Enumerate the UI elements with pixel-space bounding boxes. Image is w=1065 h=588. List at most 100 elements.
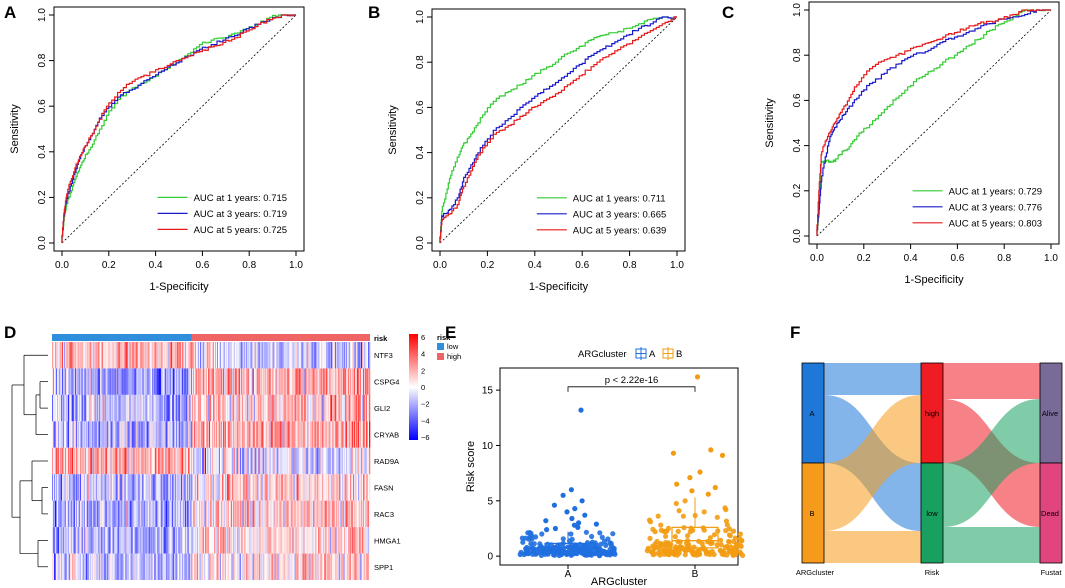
heatmap-cell — [231, 500, 234, 528]
heatmap-cell — [330, 421, 332, 448]
heatmap-cell — [134, 447, 136, 475]
heatmap-cell — [82, 527, 85, 554]
heatmap-cell — [87, 342, 90, 369]
heatmap-cell — [235, 474, 238, 501]
heatmap-cell — [293, 447, 295, 475]
heatmap-cell — [294, 368, 296, 395]
heatmap-cell — [349, 368, 351, 395]
heatmap-cell — [366, 527, 368, 554]
heatmap-cell — [307, 421, 309, 448]
heatmap-cell — [100, 421, 102, 448]
heatmap-cell — [317, 394, 319, 422]
heatmap-cell — [196, 421, 198, 448]
heatmap-cell — [67, 421, 70, 448]
heatmap-cell — [205, 474, 207, 501]
legend-title-e: ARGcluster — [578, 349, 627, 360]
heatmap-cell — [340, 421, 342, 448]
heatmap-cell — [95, 553, 98, 580]
heatmap-cell — [360, 553, 362, 580]
heatmap-cell — [71, 447, 74, 475]
heatmap-cell — [223, 500, 226, 528]
heatmap-cell — [105, 368, 107, 395]
heatmap-cell — [240, 527, 243, 554]
heatmap-cell — [268, 421, 270, 448]
heatmap-cell — [224, 368, 227, 395]
heatmap-cell — [150, 368, 152, 395]
heatmap-cell — [201, 447, 203, 475]
data-point — [707, 535, 714, 541]
heatmap-cell — [211, 527, 213, 554]
heatmap-cell — [309, 553, 311, 580]
heatmap-cell — [299, 421, 301, 448]
heatmap-cell — [104, 553, 106, 580]
heatmap-cell — [327, 421, 329, 448]
heatmap-cell — [334, 447, 336, 475]
heatmap-cell — [346, 342, 348, 369]
heatmap-cell — [216, 500, 219, 528]
heatmap-cell — [360, 500, 362, 528]
annotation-bar-high — [191, 334, 370, 341]
heatmap-cell — [265, 474, 267, 501]
heatmap-cell — [272, 342, 274, 369]
heatmap-cell — [233, 553, 236, 580]
heatmap-cell — [189, 527, 191, 554]
heatmap-cell — [308, 447, 310, 475]
heatmap-cell — [144, 527, 146, 554]
heatmap-cell — [86, 447, 89, 475]
heatmap-cell — [67, 447, 70, 475]
heatmap-cell — [352, 342, 354, 369]
heatmap-cell — [336, 368, 338, 395]
heatmap-cell — [322, 500, 324, 528]
heatmap-cell — [340, 342, 342, 369]
heatmap-cell — [266, 421, 268, 448]
heatmap-cell — [212, 394, 215, 422]
heatmap-cell — [52, 368, 54, 395]
heatmap-cell — [95, 527, 98, 554]
heatmap-cell — [93, 368, 96, 395]
heatmap-cell — [160, 447, 162, 475]
heatmap-cell — [281, 527, 283, 554]
heatmap-cell — [63, 368, 66, 395]
heatmap-cell — [162, 342, 164, 369]
heatmap-cell — [342, 500, 344, 528]
roc-curve-b-1 — [439, 16, 677, 243]
heatmap-cell — [284, 421, 286, 448]
heatmap-cell — [156, 394, 158, 422]
heatmap-cell — [368, 527, 370, 554]
heatmap-cell — [300, 394, 302, 422]
y-tick-label-a: 0.0 — [37, 236, 48, 250]
heatmap-cell — [209, 421, 211, 448]
heatmap-cell — [346, 527, 348, 554]
heatmap-cell — [75, 394, 78, 422]
heatmap-cell — [232, 421, 235, 448]
heatmap-cell — [365, 421, 367, 448]
heatmap-cell — [84, 421, 87, 448]
heatmap-cell — [333, 342, 335, 369]
heatmap-cell — [261, 553, 263, 580]
heatmap-cell — [287, 342, 289, 369]
heatmap-cell — [57, 368, 60, 395]
heatmap-cell — [294, 474, 296, 501]
heatmap-cell — [217, 394, 220, 422]
heatmap-cell — [187, 474, 189, 501]
heatmap-cell — [212, 474, 215, 501]
heatmap-cell — [220, 447, 223, 475]
heatmap-cell — [226, 368, 229, 395]
heatmap-cell — [306, 394, 308, 422]
heatmap-cell — [97, 553, 99, 580]
heatmap-cell — [254, 368, 257, 395]
heatmap-cell — [265, 342, 267, 369]
heatmap-cell — [63, 527, 66, 554]
heatmap-cell — [99, 527, 101, 554]
heatmap-cell — [311, 553, 313, 580]
heatmap-cell — [112, 527, 114, 554]
heatmap-cell — [186, 368, 188, 395]
heatmap-cell — [82, 447, 85, 475]
heatmap-cell — [96, 342, 99, 369]
heatmap-cell — [203, 447, 205, 475]
heatmap-cell — [129, 447, 131, 475]
heatmap-cell — [93, 527, 96, 554]
heatmap-cell — [144, 500, 146, 528]
heatmap-cell — [352, 474, 354, 501]
